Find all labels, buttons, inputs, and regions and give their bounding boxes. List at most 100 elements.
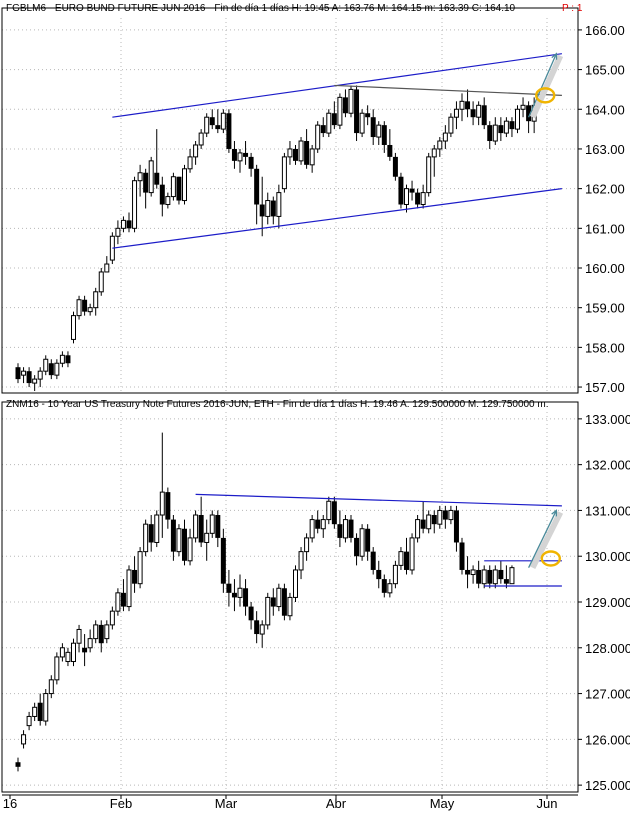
top-candle-body-down bbox=[243, 152, 249, 157]
top-candle-body-up bbox=[43, 358, 49, 372]
x-tick-label: May bbox=[430, 796, 455, 811]
top-candle-body-up bbox=[132, 180, 138, 229]
bottom-candle-body-up bbox=[265, 596, 271, 626]
top-candle-body-down bbox=[415, 192, 421, 205]
top-candle-body-up bbox=[115, 227, 121, 237]
bottom-candle-body-up bbox=[104, 624, 110, 640]
bottom-candle-body-down bbox=[315, 519, 321, 529]
top-y-tick-label: 161.00 bbox=[585, 221, 625, 236]
top-projection-arrow bbox=[528, 53, 557, 118]
top-chart-header: FGBLM6 - EURO BUND FUTURE JUN 2016 - Fin… bbox=[6, 3, 516, 14]
bottom-candle-body-down bbox=[431, 515, 437, 525]
top-candle-body-down bbox=[159, 184, 165, 205]
top-candle-body-up bbox=[520, 104, 526, 110]
bottom-candle-body-down bbox=[15, 762, 21, 767]
bottom-y-tick-label: 127.000 bbox=[585, 687, 630, 702]
top-candle-body-down bbox=[498, 125, 504, 134]
top-candle-body-up bbox=[503, 120, 509, 134]
top-candle-body-down bbox=[370, 117, 376, 138]
top-candle-body-up bbox=[182, 168, 187, 202]
bottom-candle-body-down bbox=[331, 501, 337, 525]
x-tick-label: Feb bbox=[110, 796, 132, 811]
bottom-candle-body-up bbox=[426, 514, 432, 530]
top-candle-body-down bbox=[126, 220, 132, 229]
bottom-candle-body-down bbox=[370, 551, 376, 570]
bottom-candle-body-down bbox=[453, 510, 459, 543]
bottom-candle-body-up bbox=[398, 551, 404, 566]
top-candle-body-up bbox=[309, 148, 315, 166]
bottom-y-tick-label: 128.000 bbox=[585, 641, 630, 656]
bottom-candle-body-up bbox=[154, 514, 160, 543]
bottom-candle-body-up bbox=[187, 537, 193, 562]
bottom-candle-body-up bbox=[342, 519, 348, 539]
top-candle-body-up bbox=[165, 196, 171, 206]
top-candle-body-down bbox=[65, 355, 71, 364]
bottom-projection-shadow bbox=[529, 511, 564, 570]
top-candle-body-up bbox=[298, 140, 304, 162]
bottom-candle-body-up bbox=[109, 610, 115, 626]
bottom-candle-body-up bbox=[320, 519, 326, 530]
top-candle-body-up bbox=[148, 160, 154, 194]
bottom-y-tick-label: 125.000 bbox=[585, 778, 630, 793]
top-candle-body-up bbox=[276, 192, 282, 217]
top-candle-body-up bbox=[404, 188, 409, 206]
top-candle-body-up bbox=[459, 100, 465, 110]
top-candle-body-up bbox=[76, 299, 82, 317]
top-candle-body-up bbox=[193, 144, 199, 158]
bottom-candle-body-up bbox=[43, 693, 49, 722]
bottom-candle-body-down bbox=[254, 620, 260, 635]
top-candle-body-down bbox=[381, 125, 387, 145]
bottom-chart-header: ZNM16 - 10 Year US Treasury Note Futures… bbox=[6, 399, 549, 410]
top-candle-body-up bbox=[515, 108, 520, 130]
top-y-tick-label: 165.00 bbox=[585, 63, 625, 78]
top-candle-body-up bbox=[120, 219, 126, 229]
top-y-tick-label: 162.00 bbox=[585, 182, 625, 197]
top-candle-body-up bbox=[93, 291, 99, 309]
bottom-candle-body-up bbox=[176, 528, 182, 553]
top-candle-body-up bbox=[104, 263, 110, 273]
bottom-candle-body-down bbox=[220, 537, 226, 584]
top-candle-body-up bbox=[448, 116, 454, 134]
top-candle-body-up bbox=[453, 108, 459, 118]
bottom-candle-body-down bbox=[337, 524, 343, 538]
bottom-candle-body-down bbox=[165, 492, 171, 520]
top-candle-body-up bbox=[71, 315, 76, 340]
top-candle-body-down bbox=[270, 200, 276, 217]
top-candle-body-down bbox=[342, 97, 348, 114]
top-candle-body-up bbox=[98, 271, 104, 293]
bottom-candle-body-up bbox=[204, 532, 210, 543]
bottom-candle-body-down bbox=[243, 588, 249, 607]
bottom-candle-body-up bbox=[481, 569, 487, 585]
top-candle-body-down bbox=[526, 105, 532, 122]
bottom-y-tick-label: 131.000 bbox=[585, 503, 630, 518]
top-candle-body-down bbox=[254, 168, 260, 205]
top-chart-header-tail: P : 1 bbox=[562, 3, 583, 14]
top-candle-body-up bbox=[54, 362, 60, 376]
top-candle-body-down bbox=[470, 109, 476, 118]
bottom-candle-body-up bbox=[470, 569, 476, 576]
bottom-y-tick-label: 133.000 bbox=[585, 412, 630, 427]
top-candle-body-down bbox=[176, 176, 182, 201]
bottom-candle-body-up bbox=[159, 491, 165, 516]
bottom-candle-body-down bbox=[198, 515, 204, 543]
bottom-candle-body-up bbox=[115, 592, 121, 612]
top-candle-body-up bbox=[442, 132, 448, 142]
top-projection-shadow bbox=[529, 54, 564, 119]
bottom-candle-body-down bbox=[420, 519, 426, 529]
top-candle-body-down bbox=[15, 367, 21, 380]
top-candle-body-up bbox=[187, 156, 193, 170]
top-candle-body-down bbox=[154, 172, 160, 185]
bottom-resistance-line bbox=[195, 493, 562, 507]
top-candle-body-up bbox=[59, 354, 65, 364]
bottom-candle-body-up bbox=[237, 587, 243, 598]
top-candle-body-down bbox=[465, 101, 471, 110]
top-candle-body-up bbox=[315, 124, 321, 150]
bottom-candle-body-up bbox=[59, 647, 65, 658]
x-tick-label: Mar bbox=[215, 796, 238, 811]
top-candle-body-down bbox=[387, 144, 393, 157]
top-candle-body-down bbox=[293, 148, 298, 161]
top-neckline bbox=[334, 84, 562, 96]
top-y-tick-label: 157.00 bbox=[585, 380, 625, 395]
